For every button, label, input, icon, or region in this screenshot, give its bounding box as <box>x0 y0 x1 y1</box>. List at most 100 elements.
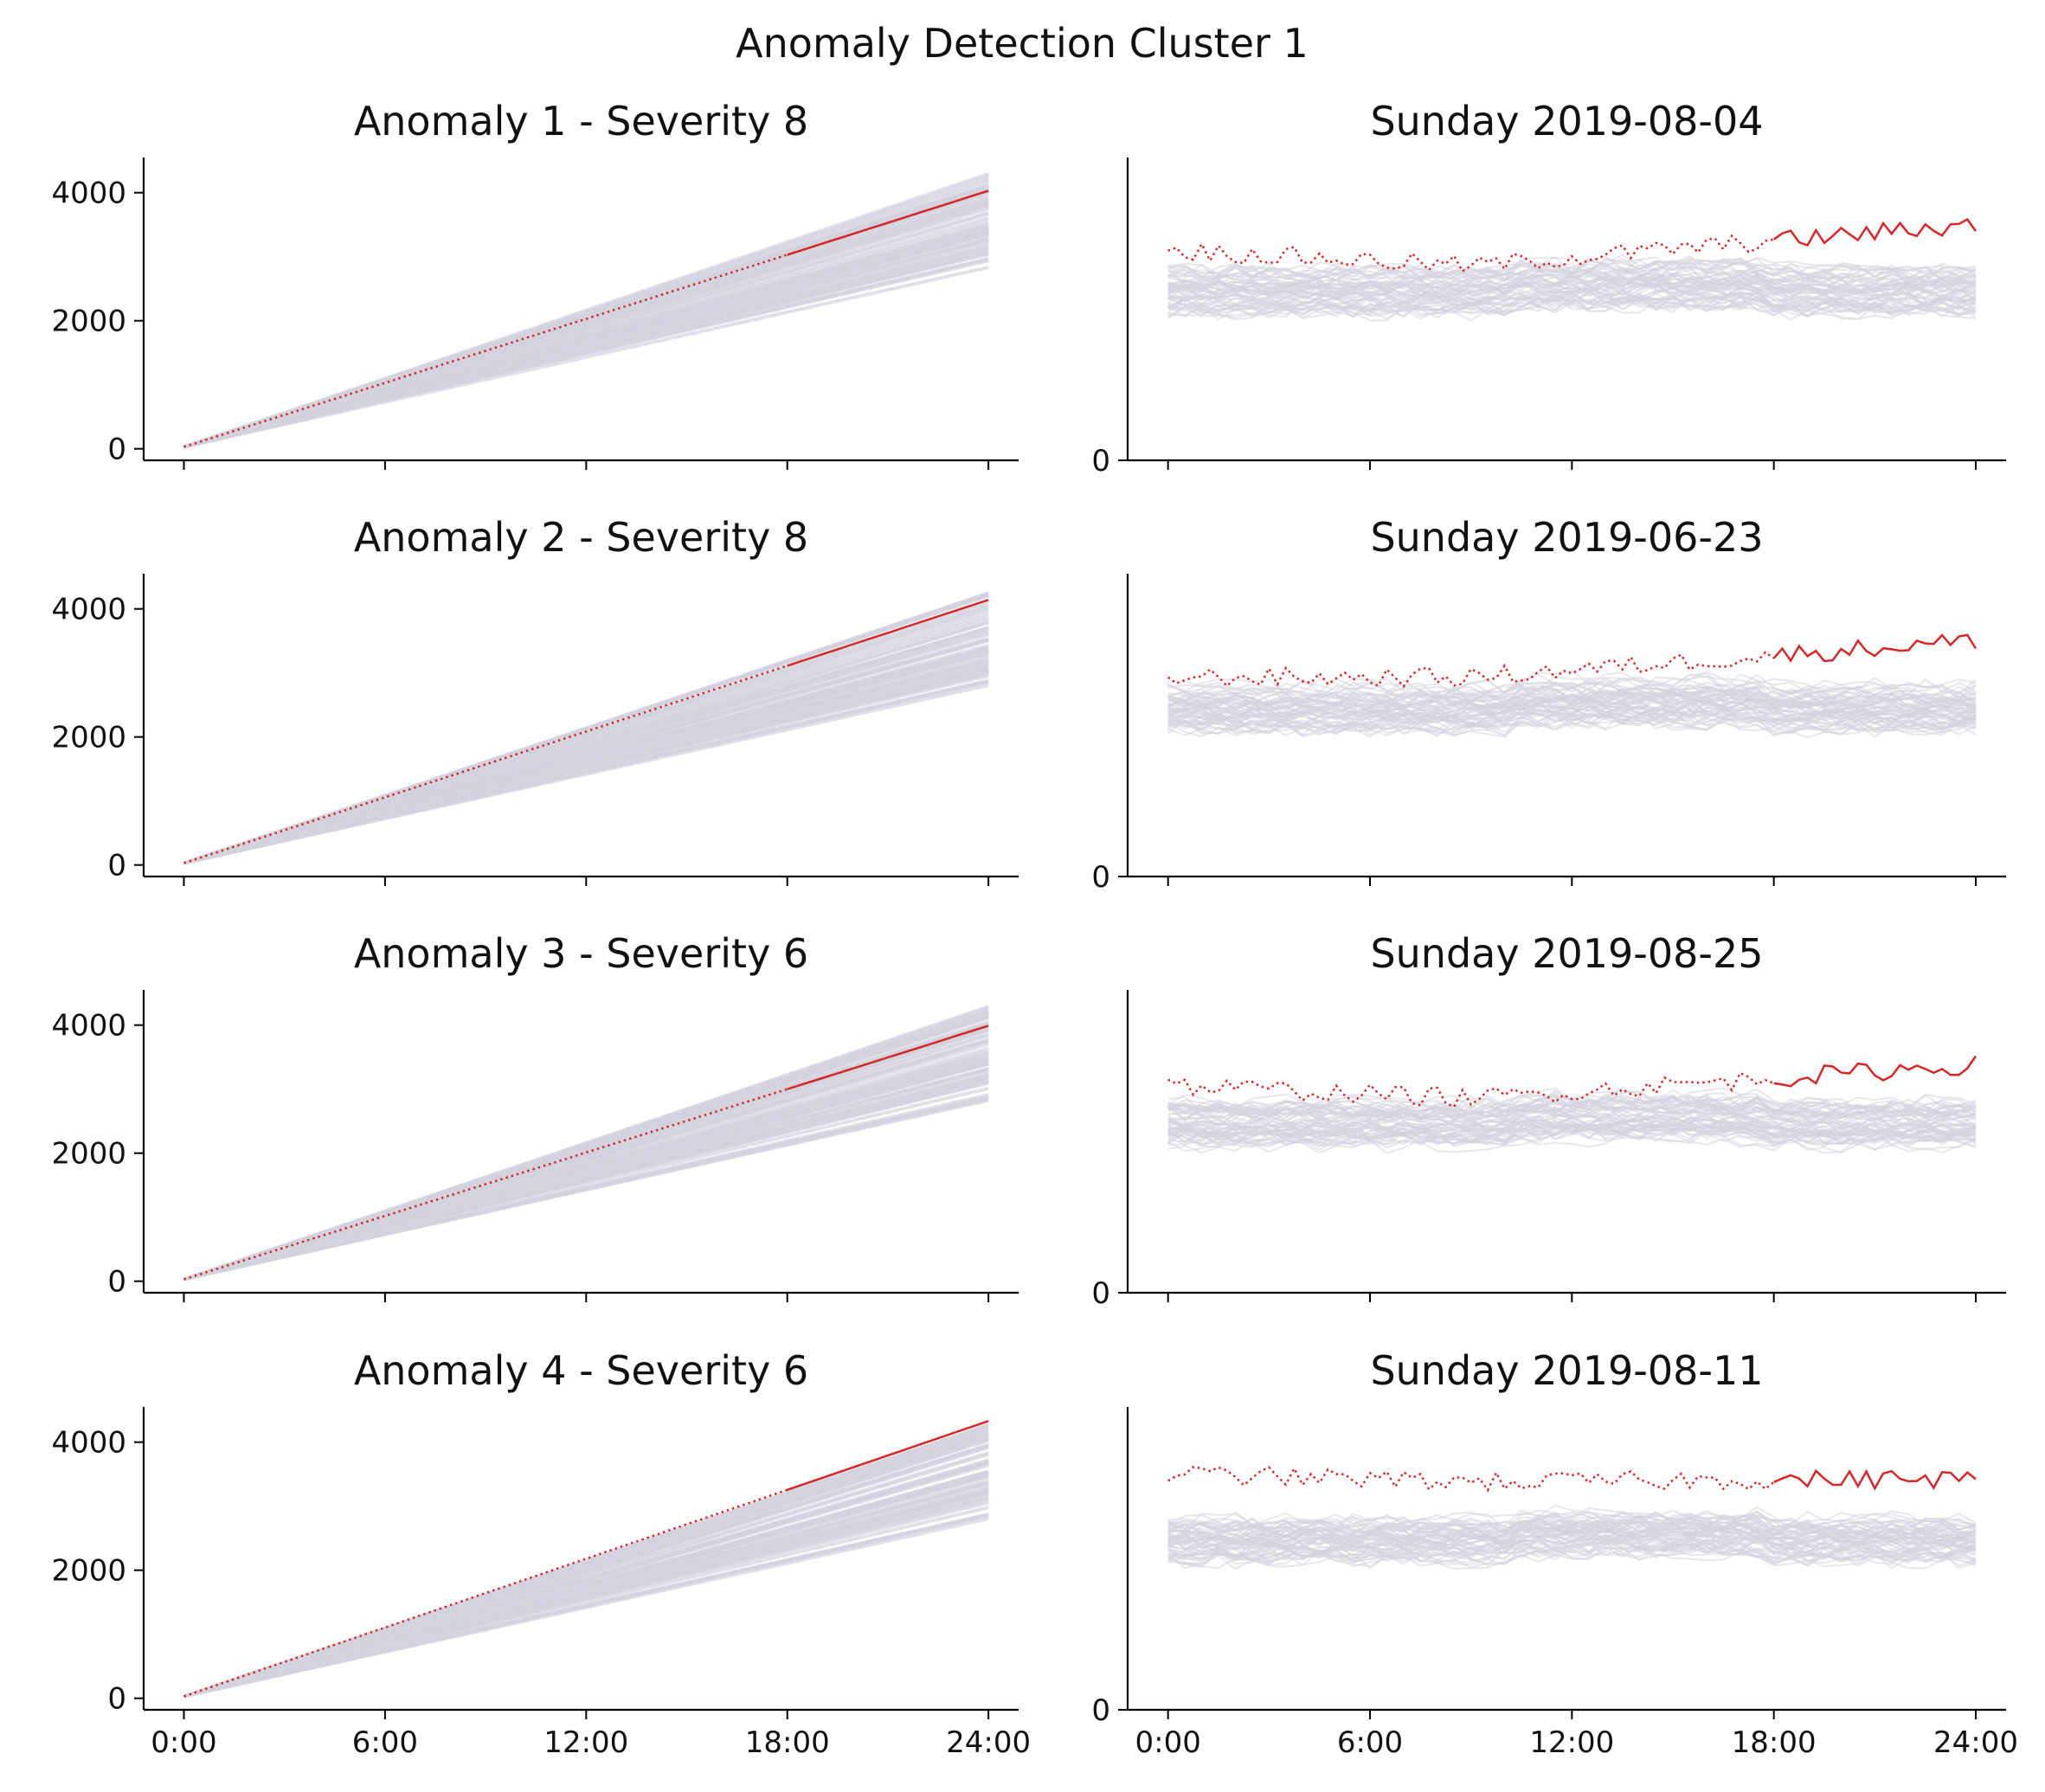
x-tick-label: 6:00 <box>352 1725 418 1760</box>
background-series-line <box>1167 682 1977 704</box>
y-tick-label: 2000 <box>51 305 126 339</box>
background-series-line <box>183 1426 989 1699</box>
background-series-line <box>1167 690 1977 715</box>
subplot-6: Sunday 2019-08-25 0 <box>1091 930 2006 1311</box>
anomaly-series-solid <box>787 599 989 667</box>
anomaly-series-dotted <box>1167 1466 1775 1493</box>
background-series-line <box>1167 1519 1977 1544</box>
subplot-1: Anomaly 1 - Severity 8 0 2000 4000 <box>51 98 1019 470</box>
background-series-line <box>1167 257 1977 282</box>
anomaly-series-dotted <box>183 254 788 448</box>
y-tick-label: 0 <box>1091 1276 1110 1311</box>
background-series-line <box>1167 255 1977 279</box>
y-tick-label: 0 <box>1091 1693 1110 1728</box>
background-series-line <box>1167 1114 1977 1138</box>
y-tick-label: 0 <box>107 1265 126 1300</box>
background-series-line <box>1167 273 1977 298</box>
panels-container: Anomaly 1 - Severity 8 0 2000 4000 Sunday 20… <box>51 98 2018 1760</box>
background-series-line <box>1167 1113 1977 1136</box>
anomaly-series-solid <box>1772 217 1977 247</box>
background-series-line <box>1167 1521 1977 1545</box>
background-series-line <box>183 1478 989 1699</box>
background-series-line <box>1167 1536 1977 1560</box>
subplot-title: Anomaly 4 - Severity 6 <box>354 1347 808 1394</box>
background-series-line <box>183 1513 989 1699</box>
background-series-line <box>1167 1117 1977 1139</box>
x-tick-label: 6:00 <box>1337 1725 1403 1760</box>
background-series-group <box>1167 1504 1977 1570</box>
anomaly-series-solid <box>1773 1468 1977 1491</box>
background-series-line <box>183 1086 989 1281</box>
background-series-line <box>183 1020 989 1281</box>
anomaly-series-solid <box>1772 633 1977 663</box>
y-tick-label: 4000 <box>51 177 126 211</box>
background-series-line <box>183 243 989 449</box>
background-series-line <box>183 177 989 449</box>
y-tick-label: 0 <box>107 849 126 883</box>
subplot-title: Sunday 2019-08-25 <box>1370 930 1763 977</box>
background-series-line <box>1167 1543 1977 1565</box>
y-tick-label: 4000 <box>51 1009 126 1044</box>
background-series-line <box>183 200 989 449</box>
background-series-line <box>183 266 989 449</box>
background-series-line <box>1167 1504 1977 1529</box>
background-series-line <box>1167 1094 1977 1116</box>
background-series-line <box>1167 273 1977 296</box>
background-series-line <box>1167 675 1977 699</box>
background-series-line <box>1167 294 1977 318</box>
subplot-title: Sunday 2019-08-11 <box>1370 1347 1763 1394</box>
y-tick-label: 2000 <box>51 1554 126 1589</box>
anomaly-series-solid <box>787 1024 989 1090</box>
subplot-2: Sunday 2019-08-04 0 <box>1091 98 2006 479</box>
x-tick-label: 12:00 <box>1529 1725 1614 1760</box>
x-tick-label: 24:00 <box>946 1725 1031 1760</box>
background-series-line <box>183 647 989 865</box>
x-tick-label: 24:00 <box>1933 1725 2018 1760</box>
anomaly-series-solid <box>787 189 989 256</box>
background-series-line <box>183 665 989 865</box>
background-series-line <box>183 1491 989 1699</box>
background-series-line <box>183 680 989 865</box>
y-tick-label: 4000 <box>51 1426 126 1461</box>
y-tick-label: 2000 <box>51 1137 126 1172</box>
background-series-line <box>183 1054 989 1281</box>
background-series-line <box>183 1037 989 1281</box>
subplot-8: Sunday 2019-08-11 0:00 6:00 12:00 18:00 24:00… <box>1091 1347 2018 1760</box>
y-tick-label: 0 <box>1091 860 1110 895</box>
y-tick-label: 2000 <box>51 721 126 755</box>
background-series-line <box>1167 1098 1977 1123</box>
background-series-line <box>1167 1113 1977 1137</box>
y-tick-label: 0 <box>1091 444 1110 479</box>
y-tick-label: 0 <box>107 1682 126 1717</box>
background-series-line <box>1167 696 1977 719</box>
figure-suptitle: Anomaly Detection Cluster 1 <box>736 20 1309 67</box>
anomaly-series-dotted <box>1167 1071 1775 1108</box>
background-series-line <box>183 1443 989 1699</box>
subplot-title: Anomaly 1 - Severity 8 <box>354 98 808 145</box>
background-series-line <box>1167 283 1977 308</box>
background-series-line <box>1167 705 1977 729</box>
background-series-line <box>1167 1124 1977 1148</box>
x-tick-label: 18:00 <box>745 1725 830 1760</box>
background-series-group <box>183 1423 989 1699</box>
background-series-line <box>1167 260 1977 283</box>
x-tick-label: 0:00 <box>151 1725 216 1760</box>
y-tick-label: 4000 <box>51 593 126 627</box>
background-series-group <box>1167 670 1977 739</box>
background-series-line <box>183 591 989 865</box>
subplot-3: Anomaly 2 - Severity 8 0 2000 4000 <box>51 514 1019 886</box>
background-series-line <box>1167 671 1977 696</box>
anomaly-series-dotted <box>183 665 788 864</box>
background-series-group <box>183 1005 989 1281</box>
background-series-group <box>183 172 989 449</box>
background-series-line <box>1167 692 1977 716</box>
subplot-title: Sunday 2019-06-23 <box>1370 514 1763 561</box>
y-tick-label: 0 <box>107 433 126 467</box>
background-series-line <box>183 226 989 449</box>
subplot-5: Anomaly 3 - Severity 6 0 2000 4000 <box>51 930 1019 1302</box>
background-series-line <box>1167 1509 1977 1533</box>
background-series-line <box>183 612 989 865</box>
background-series-group <box>1167 254 1977 322</box>
subplot-7: Anomaly 4 - Severity 6 0:00 6:00 12:00 18:00… <box>51 1347 1031 1760</box>
